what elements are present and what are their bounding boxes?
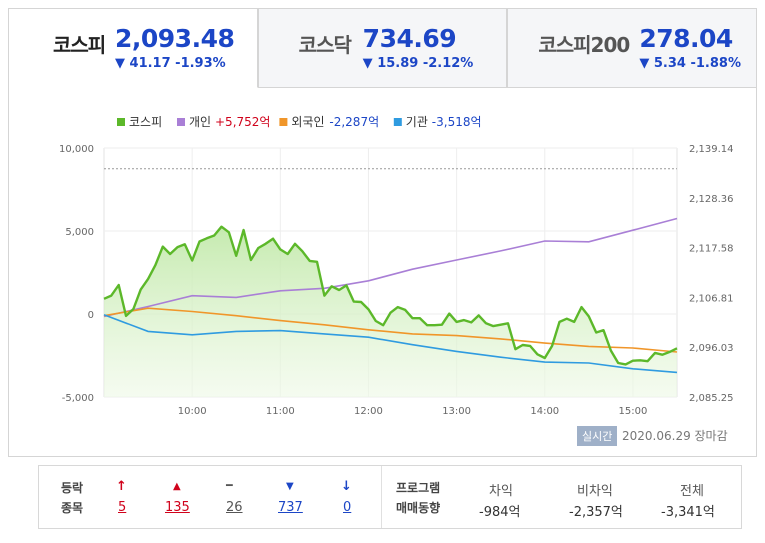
program-total-label: 전체 — [680, 484, 704, 499]
rise-icon: ▲ — [173, 481, 181, 492]
market-close-date: 2020.06.29 장마감 — [622, 429, 728, 443]
upper-limit-icon: ↑ — [116, 479, 127, 494]
unchanged-icon: ━ — [226, 479, 233, 492]
legend-swatch-1 — [177, 118, 185, 126]
program-total-value: -3,341억 — [661, 505, 715, 520]
summary-title-line2: 종목 — [61, 501, 84, 515]
tab-kospi200-name: 코스피200 — [538, 33, 630, 57]
x-tick-label: 15:00 — [619, 406, 648, 417]
fall-icon: ▼ — [286, 481, 294, 492]
series-line-3 — [103, 314, 678, 374]
tab-kosdaq[interactable]: 코스닥 734.69 ▼ 15.89 -2.12% — [257, 8, 508, 88]
index-tabs: 코스피 2,093.48 ▼ 41.17 -1.93% 코스닥 734.69 ▼… — [8, 8, 758, 88]
legend-value-3: -3,518억 — [432, 115, 482, 129]
fall-count[interactable]: 737 — [278, 500, 303, 515]
right-tick-label: 2,117.58 — [689, 244, 734, 255]
program-title-line2: 매매동향 — [396, 501, 441, 515]
tab-kospi200[interactable]: 코스피200 278.04 ▼ 5.34 -1.88% — [507, 8, 758, 88]
legend-label-1: 개인 — [189, 115, 211, 129]
x-tick-label: 12:00 — [354, 406, 383, 417]
tab-kospi200-price: 278.04 — [639, 24, 733, 53]
right-tick-label: 2,139.14 — [689, 144, 734, 155]
x-tick-label: 10:00 — [178, 406, 207, 417]
tab-kospi200-change: ▼ 5.34 -1.88% — [639, 56, 741, 71]
arbitrage-label: 차익 — [489, 484, 513, 499]
right-tick-label: 2,106.81 — [689, 293, 734, 304]
right-tick-label: 2,096.03 — [689, 343, 734, 354]
rise-count[interactable]: 135 — [165, 500, 190, 515]
lower-limit-count[interactable]: 0 — [343, 500, 352, 515]
tab-kospi-name: 코스피 — [53, 33, 106, 57]
left-tick-label: -5,000 — [62, 393, 94, 404]
x-tick-label: 14:00 — [530, 406, 559, 417]
tab-kospi[interactable]: 코스피 2,093.48 ▼ 41.17 -1.93% — [8, 8, 258, 88]
left-tick-label: 5,000 — [65, 227, 94, 238]
kospi-line — [103, 225, 678, 366]
upper-limit-count[interactable]: 5 — [118, 500, 127, 515]
arbitrage-value: -984억 — [479, 505, 521, 520]
x-tick-label: 13:00 — [442, 406, 471, 417]
x-tick-label: 11:00 — [266, 406, 295, 417]
non-arbitrage-value: -2,357억 — [569, 505, 623, 520]
chart-panel — [8, 87, 757, 457]
legend-swatch-0 — [117, 118, 125, 126]
tab-kosdaq-price: 734.69 — [362, 24, 457, 53]
unchanged-count[interactable]: 26 — [226, 500, 243, 515]
legend-swatch-2 — [279, 118, 288, 126]
left-tick-label: 10,000 — [59, 144, 94, 155]
realtime-button[interactable]: 실시간 — [577, 426, 618, 446]
tab-kospi-price: 2,093.48 — [115, 24, 235, 53]
kospi-area — [104, 226, 677, 397]
tab-kosdaq-change: ▼ 15.89 -2.12% — [362, 56, 474, 71]
tab-kosdaq-name: 코스닥 — [298, 33, 352, 57]
tab-kospi-change: ▼ 41.17 -1.93% — [115, 56, 226, 71]
lower-limit-icon: ↓ — [341, 479, 352, 494]
legend-swatch-3 — [393, 118, 402, 126]
program-title-line1: 프로그램 — [396, 481, 441, 495]
summary-divider — [381, 466, 382, 528]
series-line-2 — [103, 307, 678, 353]
series-line-1 — [103, 217, 678, 318]
right-tick-label: 2,128.36 — [689, 194, 734, 205]
legend-value-1: +5,752억 — [215, 115, 270, 129]
right-tick-label: 2,085.25 — [689, 393, 734, 404]
legend-label-2: 외국인 — [291, 115, 324, 129]
summary-title-line1: 등락 — [61, 481, 84, 495]
legend-label-0: 코스피 — [129, 115, 162, 129]
non-arbitrage-label: 비차익 — [577, 484, 613, 499]
market-summary: 등락 종목 ↑ 5 ▲ 135 ━ 26 ▼ 737 ↓ 0 프로그램 매매동향… — [38, 465, 742, 529]
intraday-chart: 10,000 5,000 0 -5,000 2,139.14 2,128.36 2,117.… — [59, 115, 734, 417]
legend-label-3: 기관 — [406, 115, 428, 129]
left-tick-label: 0 — [88, 310, 94, 321]
legend-value-2: -2,287억 — [329, 115, 379, 129]
